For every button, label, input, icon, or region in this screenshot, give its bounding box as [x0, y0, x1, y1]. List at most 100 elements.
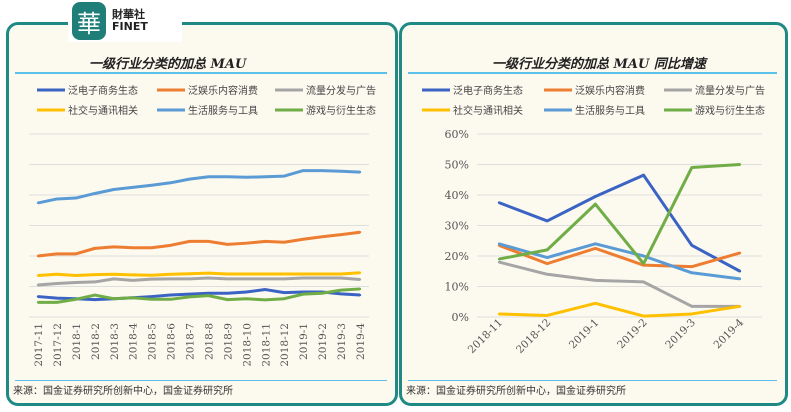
data-point: [150, 246, 153, 249]
data-point: [226, 277, 229, 281]
x-tick-label: 2018-12: [279, 323, 291, 367]
chart-svg: 0% 10% 20% 30% 40% 50% 60% 泛电子商务生态 泛娱乐内容消费 流量分发与广…: [422, 84, 765, 356]
data-point: [594, 302, 597, 305]
x-tick-label: 2019-2: [615, 317, 650, 352]
data-point: [150, 298, 153, 301]
data-point: [594, 279, 597, 282]
data-point: [169, 244, 172, 247]
data-point: [150, 274, 153, 277]
data-point: [188, 292, 191, 296]
series-line: [498, 242, 741, 281]
data-point: [283, 241, 286, 244]
data-point: [283, 297, 286, 300]
data-point: [74, 298, 78, 301]
series-line: [498, 163, 741, 266]
legend-label: 泛娱乐内容消费: [575, 84, 645, 97]
x-tick-label: 2019-4: [355, 323, 367, 360]
data-point: [93, 293, 97, 297]
series-line: [37, 169, 361, 205]
x-tick-label: 2019-3: [336, 323, 348, 360]
data-point: [264, 272, 267, 276]
data-point: [283, 277, 286, 281]
series-line: [498, 301, 741, 318]
x-tick-label: 2019-3: [663, 317, 698, 352]
right-chart-panel: 一级行业分类的加总 MAU 同比增速 0% 10% 20% 30% 40% 50% 60% 泛…: [399, 22, 788, 406]
series-line: [37, 276, 361, 287]
y-tick-label: 50%: [445, 159, 469, 172]
data-point: [738, 270, 742, 273]
legend-label: 生活服务与工具: [188, 104, 258, 117]
data-point: [339, 276, 343, 280]
left-chart-panel: 一级行业分类的加总 MAU 泛电子商务生态 泛娱乐内容消费 流量分发与广告 社交与通讯…: [6, 22, 398, 406]
data-point: [36, 201, 40, 205]
data-point: [131, 273, 134, 277]
data-point: [169, 298, 172, 301]
data-point: [642, 173, 645, 177]
data-point: [74, 274, 78, 277]
data-point: [169, 273, 172, 276]
data-point: [546, 219, 549, 223]
x-tick-label: 2019-1: [298, 323, 310, 360]
data-point: [738, 251, 742, 255]
legend-label: 流量分发与广告: [695, 84, 765, 97]
data-point: [188, 277, 191, 281]
series-line: [498, 173, 741, 273]
data-point: [358, 271, 362, 274]
data-point: [93, 192, 97, 195]
source-note: 来源：国金证券研究所创新中心，国金证券研究所: [406, 386, 626, 397]
data-point: [207, 240, 210, 243]
data-point: [358, 278, 362, 281]
data-point: [226, 243, 229, 246]
series-line: [37, 271, 361, 278]
data-point: [264, 298, 267, 302]
x-tick-label: 2018-4: [128, 323, 140, 360]
data-point: [301, 292, 305, 296]
data-point: [207, 175, 210, 178]
data-point: [207, 294, 210, 297]
data-point: [283, 174, 286, 178]
legend-label: 生活服务与工具: [575, 104, 645, 117]
x-tick-label: 2018-11: [466, 317, 505, 356]
data-point: [546, 314, 549, 317]
data-point: [690, 312, 693, 316]
data-point: [320, 292, 324, 295]
data-point: [93, 280, 97, 284]
x-tick-label: 2017-12: [52, 323, 64, 367]
chart-title: 一级行业分类的加总 MAU: [89, 57, 247, 72]
data-point: [93, 298, 97, 301]
logo-en: FINET: [112, 20, 148, 33]
data-point: [36, 274, 40, 277]
x-tick-label: 2018-9: [222, 323, 234, 360]
x-tick-label: 2019-4: [712, 316, 747, 351]
data-point: [150, 277, 153, 281]
data-point: [55, 296, 59, 300]
data-point: [112, 273, 115, 276]
data-point: [690, 265, 693, 268]
data-point: [131, 296, 134, 299]
data-point: [226, 175, 229, 178]
x-tick-label: 2018-3: [109, 323, 121, 360]
data-point: [690, 271, 693, 274]
data-point: [226, 298, 229, 301]
data-point: [207, 292, 210, 295]
data-point: [738, 163, 742, 166]
x-tick-label: 2018-11: [260, 323, 272, 367]
data-point: [112, 277, 115, 281]
data-point: [264, 240, 267, 243]
data-point: [358, 170, 362, 174]
source-note: 来源：国金证券研究所创新中心，国金证券研究所: [13, 386, 233, 397]
legend-label: 泛娱乐内容消费: [188, 84, 258, 97]
data-point: [169, 277, 172, 281]
data-point: [207, 271, 210, 275]
series-line: [37, 230, 361, 258]
data-point: [642, 314, 645, 318]
data-point: [642, 262, 645, 265]
data-point: [245, 297, 248, 300]
data-point: [226, 292, 229, 295]
data-point: [55, 301, 59, 304]
y-tick-label: 10%: [445, 281, 469, 294]
data-point: [55, 197, 59, 201]
divider: [15, 72, 387, 74]
data-point: [93, 273, 97, 276]
legend-label: 社交与通讯相关: [68, 104, 138, 117]
